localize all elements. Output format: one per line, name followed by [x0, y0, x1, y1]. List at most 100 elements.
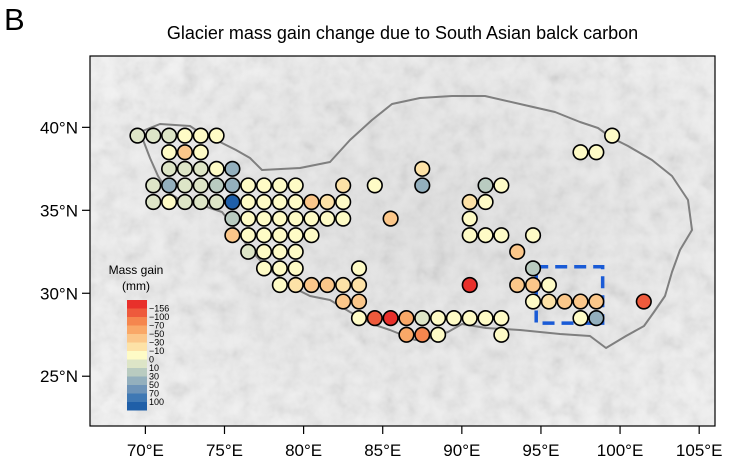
glacier-point — [255, 193, 273, 211]
glacier-point — [382, 210, 399, 227]
glacier-point — [161, 144, 178, 161]
glacier-point — [461, 227, 478, 244]
glacier-point — [255, 177, 273, 194]
glacier-point — [350, 276, 368, 294]
glacier-point — [461, 193, 478, 211]
glacier-point — [176, 177, 194, 194]
glacier-points — [129, 127, 652, 343]
glacier-point — [524, 293, 542, 310]
legend-swatch — [127, 359, 147, 368]
legend-label: 30 — [149, 372, 159, 382]
glacier-point — [176, 160, 194, 177]
glacier-point — [493, 326, 510, 343]
glacier-point — [208, 177, 225, 194]
glacier-point — [430, 326, 447, 343]
x-axis: 70°E 75°E 80°E 85°E 90°E 95°E 100°E 105°E — [127, 426, 723, 460]
glacier-point — [588, 310, 605, 327]
glacier-point — [540, 293, 557, 310]
glacier-point — [366, 177, 383, 194]
glacier-point — [509, 276, 526, 294]
glacier-point — [509, 243, 526, 260]
glacier-point — [240, 177, 257, 194]
glacier-point — [129, 127, 146, 144]
glacier-point — [335, 177, 352, 194]
x-tick-label: 70°E — [127, 441, 164, 460]
glacier-point — [208, 127, 225, 144]
glacier-point — [477, 177, 494, 194]
glacier-point — [287, 243, 304, 260]
glacier-point — [287, 193, 304, 211]
legend-label: −156 — [149, 304, 169, 314]
glacier-point — [240, 243, 257, 260]
glacier-point — [271, 276, 288, 294]
y-tick-label: 35°N — [40, 201, 78, 220]
glacier-point — [303, 227, 320, 244]
legend-label: −50 — [149, 329, 164, 339]
x-tick-label: 95°E — [522, 441, 559, 460]
glacier-point — [493, 227, 510, 244]
legend-label: 100 — [149, 397, 164, 407]
legend-swatch — [127, 308, 147, 317]
glacier-point — [604, 127, 621, 144]
glacier-point — [271, 243, 288, 260]
glacier-point — [176, 144, 194, 161]
x-tick-label: 100°E — [597, 441, 644, 460]
glacier-point — [145, 177, 162, 194]
legend-swatch — [127, 351, 147, 360]
glacier-point — [477, 310, 494, 327]
glacier-point — [271, 177, 288, 194]
glacier-point — [524, 276, 542, 294]
legend-label: 10 — [149, 363, 159, 373]
y-tick-label: 30°N — [40, 284, 78, 303]
y-tick-label: 40°N — [40, 118, 78, 137]
x-tick-label: 105°E — [676, 441, 723, 460]
glacier-point — [445, 310, 463, 327]
legend-swatch — [127, 342, 147, 351]
glacier-point — [350, 310, 368, 327]
glacier-point — [350, 293, 368, 310]
glacier-point — [176, 193, 194, 211]
glacier-point — [161, 127, 178, 144]
glacier-point — [255, 210, 273, 227]
glacier-point — [224, 160, 241, 177]
legend-swatch — [127, 402, 147, 411]
glacier-point — [287, 177, 304, 194]
terrain-relief — [90, 56, 715, 426]
glacier-point — [192, 144, 209, 161]
glacier-point — [271, 193, 288, 211]
glacier-point — [192, 177, 209, 194]
glacier-point — [287, 210, 304, 227]
glacier-point — [176, 127, 194, 144]
glacier-point — [414, 177, 431, 194]
legend-swatch — [127, 385, 147, 394]
glacier-point — [303, 193, 320, 211]
glacier-point — [540, 276, 557, 294]
glacier-point — [240, 210, 257, 227]
glacier-point — [271, 260, 288, 277]
glacier-point — [303, 276, 320, 294]
x-tick-label: 85°E — [364, 441, 401, 460]
glacier-point — [224, 227, 241, 244]
glacier-point — [350, 260, 368, 277]
plot-frame — [89, 55, 716, 427]
glacier-point — [319, 193, 336, 211]
glacier-point — [572, 144, 589, 161]
glacier-point — [461, 210, 478, 227]
glacier-point — [271, 227, 288, 244]
glacier-point — [224, 193, 241, 211]
glacier-point — [335, 276, 352, 294]
glacier-point — [224, 210, 241, 227]
glacier-point — [635, 293, 652, 310]
glacier-point — [192, 127, 209, 144]
glacier-point — [161, 193, 178, 211]
glacier-point — [255, 227, 273, 244]
x-tick-label: 90°E — [443, 441, 480, 460]
glacier-point — [240, 227, 257, 244]
legend-swatch — [127, 317, 147, 326]
glacier-point — [461, 310, 478, 327]
legend-label: 70 — [149, 389, 159, 399]
glacier-point — [255, 260, 273, 277]
glacier-point — [414, 326, 431, 343]
